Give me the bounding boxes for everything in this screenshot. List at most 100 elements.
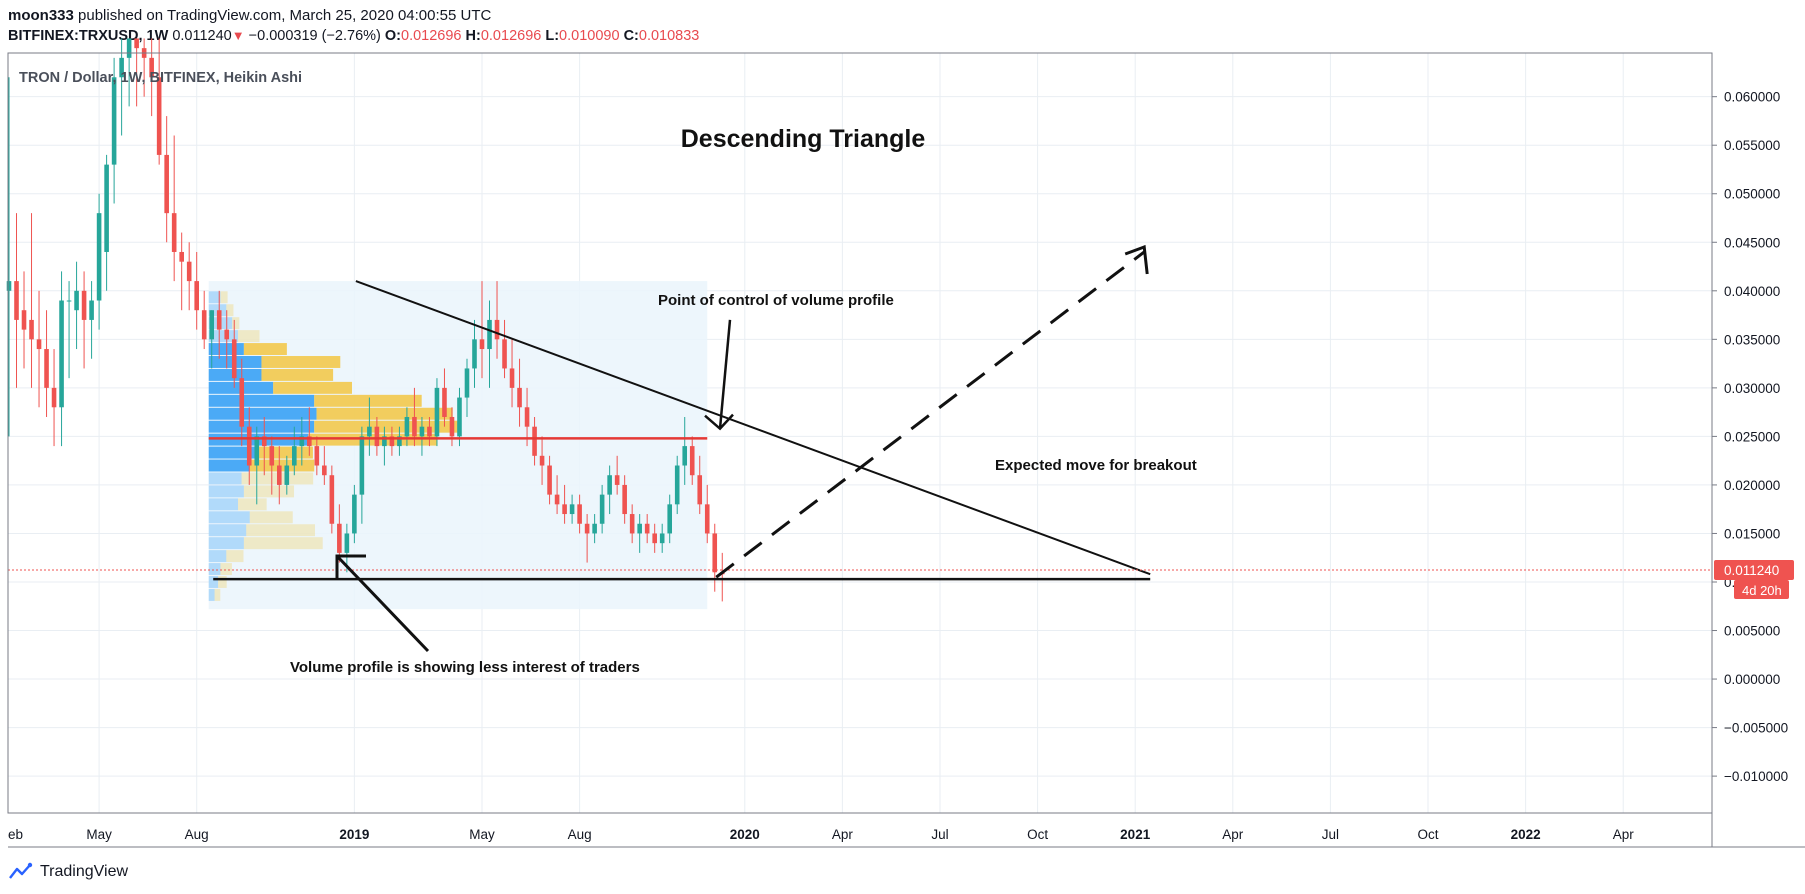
breakout-arrow-line xyxy=(715,250,1146,579)
candle-body xyxy=(292,446,297,466)
candle-body xyxy=(209,310,215,340)
candle-body xyxy=(216,310,222,330)
candle-body xyxy=(652,533,657,544)
time-tick-label: May xyxy=(86,827,112,842)
candle-body xyxy=(502,339,507,369)
candle-body xyxy=(276,465,282,485)
vp-bar-up xyxy=(208,330,239,343)
vp-bar-up xyxy=(208,524,247,537)
price-change: −0.000319 (−2.76%) xyxy=(248,28,381,44)
time-tick-label: 2022 xyxy=(1511,827,1541,842)
close-value: 0.010833 xyxy=(638,28,700,44)
low-value: 0.010090 xyxy=(559,28,620,44)
time-axis[interactable]: eb May Aug 2019 May Aug 2020 Apr Jul Oct 2021 Apr Ju… xyxy=(8,827,1634,842)
vp-bar-up xyxy=(208,537,244,550)
candle-body xyxy=(419,426,425,437)
candle-body xyxy=(44,349,49,388)
candle-body xyxy=(479,339,485,350)
candle-body xyxy=(464,368,470,398)
time-tick-label: May xyxy=(469,827,495,842)
candle-body xyxy=(637,523,642,534)
candle-body xyxy=(427,426,432,437)
candle-body xyxy=(329,475,335,524)
vp-bar-down xyxy=(226,304,234,317)
candle-body xyxy=(352,494,357,534)
price-tick-label: 0.015000 xyxy=(1724,526,1780,541)
countdown-badge-text: 4d 20h xyxy=(1742,583,1782,598)
candle-body xyxy=(337,523,342,553)
vp-bar-down xyxy=(226,550,244,563)
vp-bar-down xyxy=(255,446,313,459)
candle-body xyxy=(404,416,410,437)
time-tick-label: Oct xyxy=(1418,827,1439,842)
breakout-annotation: Expected move for breakout xyxy=(995,457,1197,474)
author-name[interactable]: moon333 xyxy=(8,7,74,24)
candle-body xyxy=(149,57,154,78)
candle-body xyxy=(509,368,515,388)
candle-body xyxy=(367,426,372,437)
candle-body xyxy=(134,38,139,49)
candle-body xyxy=(74,290,79,311)
time-tick-label: Apr xyxy=(1613,827,1635,842)
time-tick-label: Apr xyxy=(832,827,854,842)
vp-bar-up xyxy=(208,550,227,563)
vp-bar-down xyxy=(218,576,227,588)
price-tick-label: −0.010000 xyxy=(1724,769,1788,784)
candle-body xyxy=(14,281,19,320)
price-tick-label: 0.005000 xyxy=(1724,624,1780,639)
candle-body xyxy=(682,446,688,466)
candle-body xyxy=(307,436,312,447)
time-tick-label: Aug xyxy=(568,827,592,842)
low-label: L: xyxy=(545,28,560,44)
vp-bar-down xyxy=(246,524,316,537)
candle-body xyxy=(704,504,710,534)
candle-body xyxy=(554,494,560,505)
vp-bar-up xyxy=(208,498,239,511)
price-tick-label: 0.055000 xyxy=(1724,138,1780,153)
candle-body xyxy=(322,465,327,476)
price-tick-label: 0.050000 xyxy=(1724,187,1780,202)
vp-bar-up xyxy=(208,511,250,524)
vp-arrow-head xyxy=(335,554,366,579)
candle-body xyxy=(644,523,650,534)
candle-body xyxy=(21,310,27,330)
candle-body xyxy=(299,436,305,447)
vp-bar-down xyxy=(249,511,293,524)
vp-bar-down xyxy=(261,356,341,368)
candle-body xyxy=(254,436,260,466)
time-tick-label: 2019 xyxy=(339,827,369,842)
candle-body xyxy=(126,38,132,58)
candle-body xyxy=(659,533,665,544)
vp-bar-down xyxy=(308,433,438,446)
candle-body xyxy=(186,261,192,282)
candle-body xyxy=(359,436,365,495)
candle-body xyxy=(89,300,94,320)
vp-bar-down xyxy=(314,420,458,433)
candle-body xyxy=(164,154,169,214)
down-triangle-icon: ▼ xyxy=(231,28,245,43)
candle-body xyxy=(599,494,605,524)
price-axis[interactable]: 0.060000 0.055000 0.050000 0.045000 0.040000… xyxy=(1712,90,1794,784)
candle-body xyxy=(539,455,545,466)
price-tick-label: 0.000000 xyxy=(1724,672,1780,687)
last-price: 0.011240 xyxy=(172,28,232,44)
candle-body xyxy=(562,504,567,515)
chart-header: moon333 published on TradingView.com, Ma… xyxy=(8,6,1798,46)
price-tick-label: 0.045000 xyxy=(1724,235,1780,250)
candle-body xyxy=(201,310,207,340)
candle-body xyxy=(59,300,64,408)
vp-arrow-line xyxy=(335,554,430,653)
price-tick-label: 0.030000 xyxy=(1724,381,1780,396)
candle-body xyxy=(524,407,530,427)
vp-bar-down xyxy=(243,485,295,498)
ohlc-line: BITFINEX:TRXUSD, 1W 0.011240▼ −0.000319 … xyxy=(8,26,1798,46)
price-tick-label: −0.005000 xyxy=(1724,721,1788,736)
price-tick-label: 0.025000 xyxy=(1724,429,1780,444)
tradingview-logo[interactable]: TradingView xyxy=(8,862,128,882)
candle-body xyxy=(96,213,102,301)
price-tick-label: 0.040000 xyxy=(1724,284,1780,299)
published-info: published on TradingView.com, March 25, … xyxy=(73,7,492,24)
poc-annotation: Point of control of volume profile xyxy=(658,292,894,309)
vp-bar-up xyxy=(208,407,317,420)
